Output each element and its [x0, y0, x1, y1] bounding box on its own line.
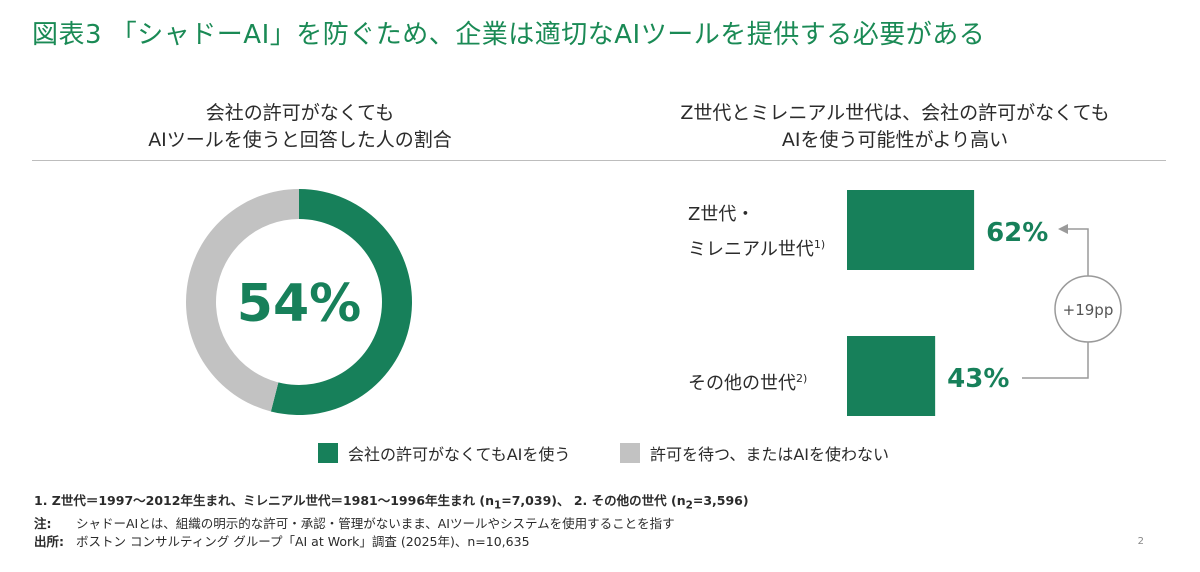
- right-panel-title-line2: AIを使う可能性がより高い: [781, 129, 1009, 151]
- left-panel-title: 会社の許可がなくても AIツールを使うと回答した人の割合: [110, 100, 490, 154]
- donut-center-label: 54%: [237, 274, 361, 334]
- legend-item-use-ai: 会社の許可がなくてもAIを使う: [318, 441, 570, 465]
- footnote-note: 注: シャドーAIとは、組織の明示的な許可・承認・管理がないまま、AIツールやシス…: [34, 516, 675, 531]
- footnote-marker-1: 1): [813, 238, 826, 251]
- arrow-head-icon: [1058, 224, 1068, 234]
- bar-gen-z-millennial: [847, 190, 975, 270]
- right-panel-title-line1: Z世代とミレニアル世代は、会社の許可がなくても: [680, 102, 1110, 124]
- bar-category-label-other: その他の世代2): [688, 372, 808, 394]
- left-panel-title-line2: AIツールを使うと回答した人の割合: [148, 129, 452, 151]
- bar-chart: 62% 43% +19pp: [847, 190, 1122, 416]
- donut-slice-use-ai: [270, 189, 413, 415]
- footnote-marker-2: 2): [796, 372, 808, 385]
- legend-swatch-gray: [620, 443, 640, 463]
- bar-category-label-line2: ミレニアル世代1): [688, 238, 826, 260]
- difference-label: +19pp: [1063, 301, 1114, 319]
- page-number: 2: [1137, 536, 1144, 547]
- right-panel-title: Z世代とミレニアル世代は、会社の許可がなくても AIを使う可能性がより高い: [660, 100, 1130, 154]
- footnote-source: 出所: ボストン コンサルティング グループ「AI at Work」調査 (202…: [34, 533, 530, 549]
- difference-bubble: [1054, 275, 1122, 343]
- legend-label-wait: 許可を待つ、またはAIを使わない: [650, 445, 890, 464]
- footnote-definitions: 1. Z世代＝1997～2012年生まれ、ミレニアル世代＝1981～1996年生…: [34, 493, 749, 512]
- bar-category-label-line1: Z世代・: [688, 204, 755, 225]
- legend-item-wait: 許可を待つ、またはAIを使わない: [620, 441, 889, 465]
- bar-value-label-gen-z-millennial: 62%: [986, 218, 1048, 248]
- donut-chart: 54%: [186, 189, 413, 415]
- page-title: 図表3 「シャドーAI」を防ぐため、企業は適切なAIツールを提供する必要がある: [32, 20, 986, 50]
- header-divider: [32, 160, 1166, 161]
- legend-swatch-green: [318, 443, 338, 463]
- donut-slice-wait: [186, 189, 299, 412]
- footnotes: 1. Z世代＝1997～2012年生まれ、ミレニアル世代＝1981～1996年生…: [34, 492, 749, 550]
- bar-other-generations: [847, 336, 936, 416]
- bar-category-label-gen-z-millennial: Z世代・ ミレニアル世代1): [688, 200, 825, 265]
- legend-label-use-ai: 会社の許可がなくてもAIを使う: [348, 445, 571, 464]
- bar-value-label-other: 43%: [947, 364, 1009, 394]
- left-panel-title-line1: 会社の許可がなくても: [205, 102, 395, 124]
